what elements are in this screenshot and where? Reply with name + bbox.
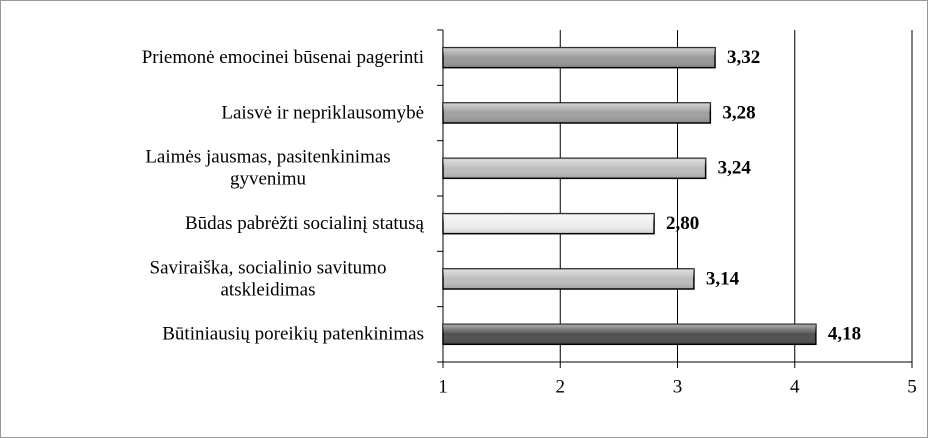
value-label: 3,24 (718, 158, 752, 179)
x-tick-label: 4 (790, 376, 800, 397)
value-label: 3,28 (722, 102, 755, 123)
x-tick-label: 2 (556, 376, 566, 397)
value-label: 2,80 (666, 213, 699, 234)
bar-shine (443, 269, 694, 289)
category-label: Saviraiška, socialinio savitumo (150, 257, 387, 278)
category-label: Laisvė ir nepriklausomybė (221, 102, 424, 123)
x-tick-label: 1 (438, 376, 448, 397)
bar-shine (443, 158, 706, 179)
category-label: Laimės jausmas, pasitenkinimas (145, 147, 390, 168)
value-label: 3,14 (706, 268, 740, 289)
category-label: atskleidimas (221, 279, 316, 300)
bar-shine (443, 324, 816, 345)
x-tick-label: 3 (673, 376, 683, 397)
bar-shine (443, 103, 711, 123)
x-tick-label: 5 (907, 376, 917, 397)
value-label: 4,18 (828, 324, 861, 345)
value-label: 3,32 (727, 47, 760, 68)
category-label: Priemonė emocinei būsenai pagerinti (142, 47, 424, 68)
category-label: gyvenimu (230, 169, 306, 190)
category-label: Būtiniausių poreikių patenkinimas (162, 324, 424, 345)
bar-shine (443, 213, 655, 234)
category-label: Būdas pabrėžti socialinį statusą (185, 213, 425, 234)
bar-shine (443, 47, 716, 68)
